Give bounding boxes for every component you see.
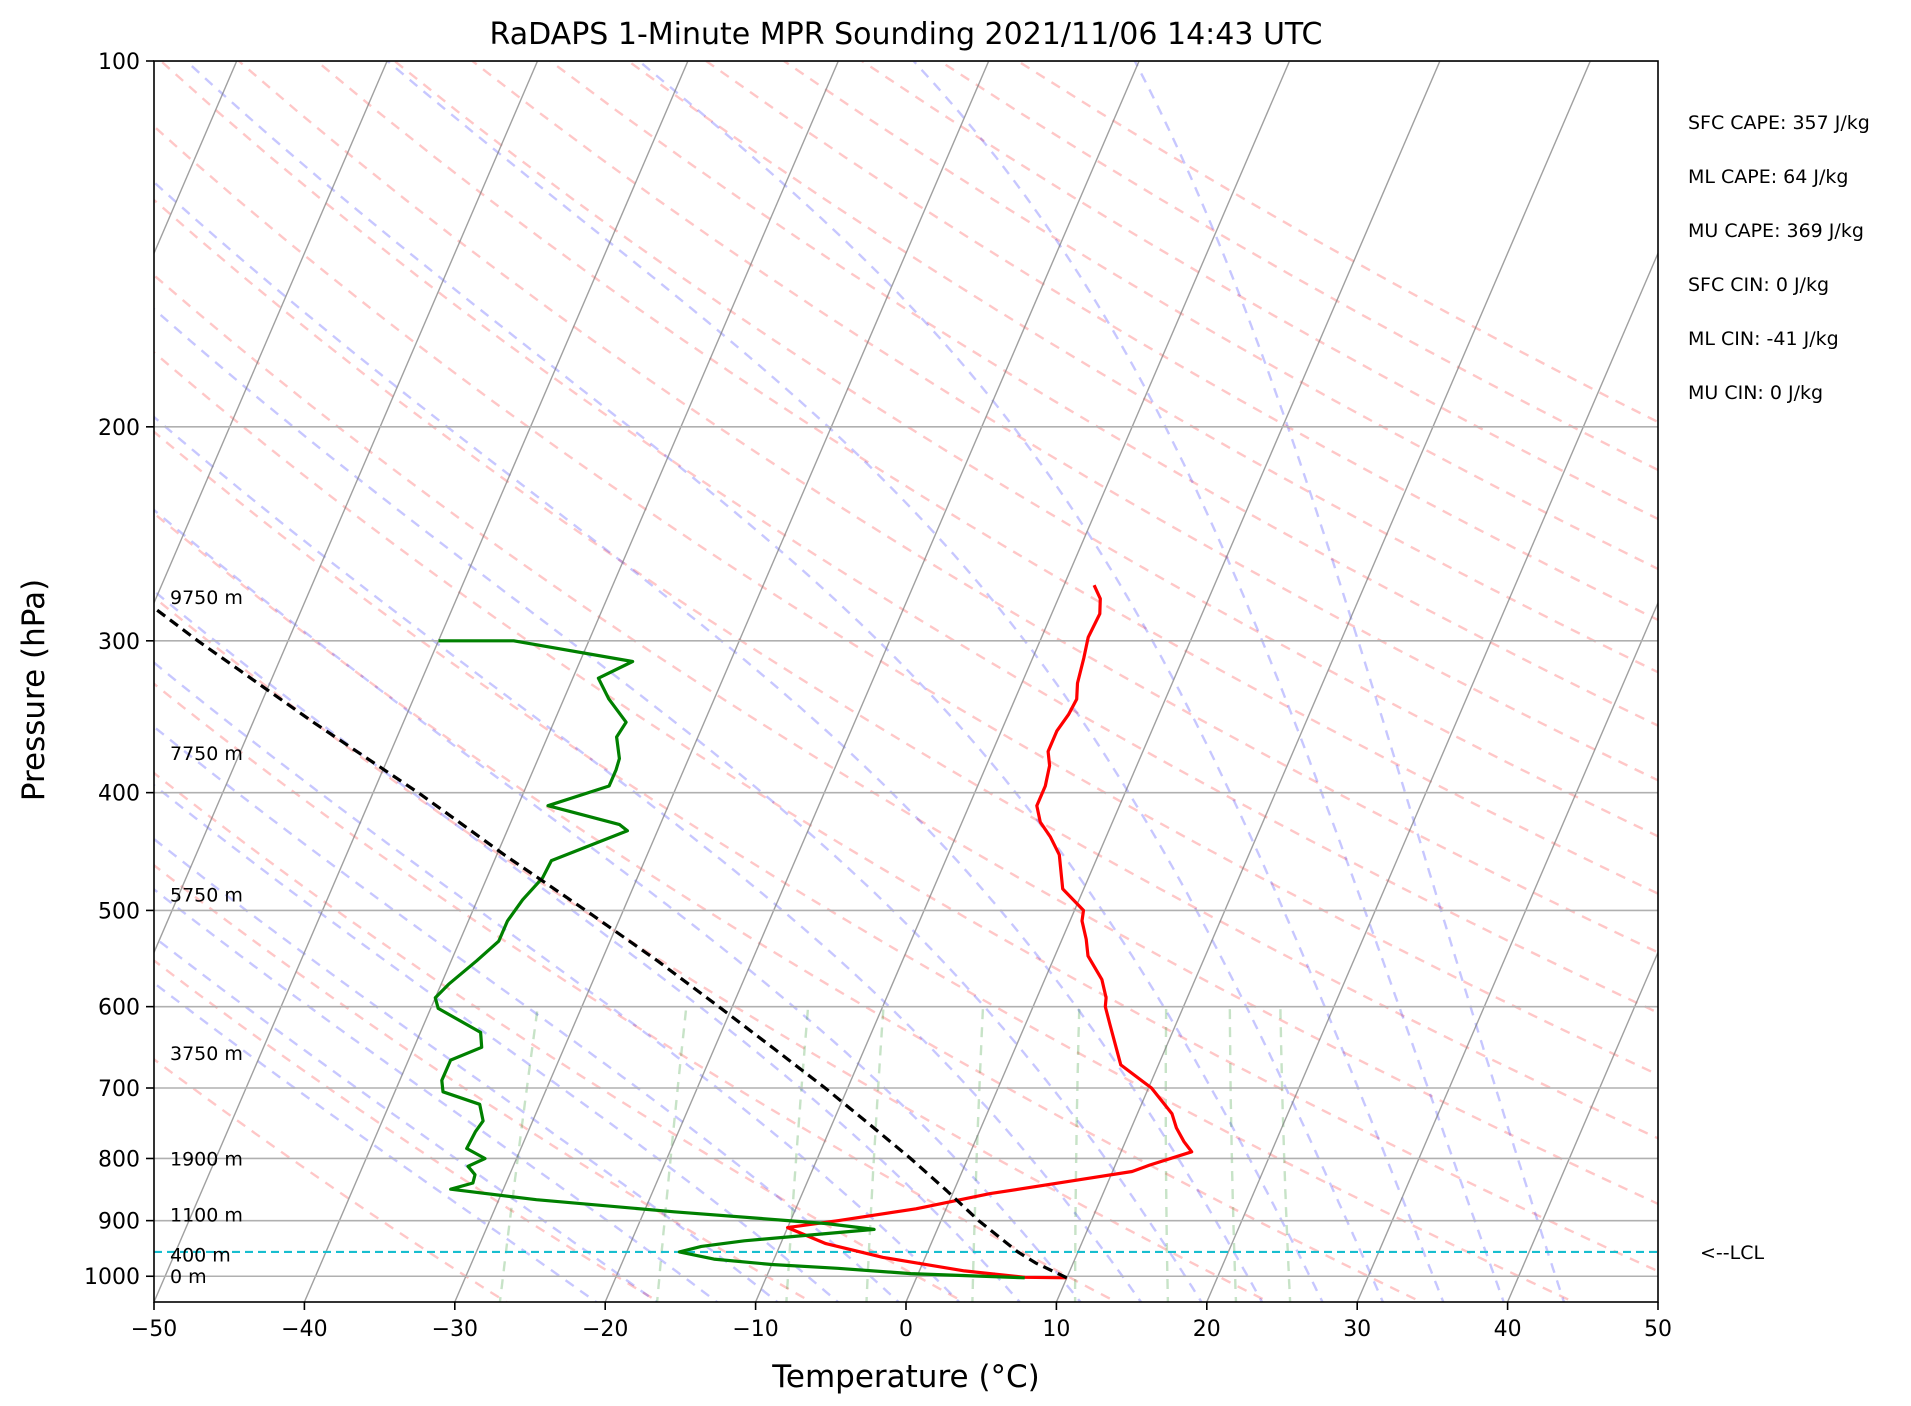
x-tick-label: 30 bbox=[1343, 1317, 1371, 1342]
moist-adiabat bbox=[154, 589, 1022, 1302]
x-tick-label: −20 bbox=[582, 1317, 628, 1342]
mixing-ratio-line bbox=[1279, 1006, 1292, 1302]
height-label: 1100 m bbox=[170, 1205, 243, 1227]
moist-adiabat bbox=[154, 661, 961, 1302]
isotherm bbox=[604, 61, 1140, 1302]
x-tick-label: 0 bbox=[899, 1317, 913, 1342]
y-tick-label: 100 bbox=[98, 50, 140, 75]
y-tick-label: 400 bbox=[98, 782, 140, 807]
isotherm bbox=[154, 61, 689, 1302]
chart-title: RaDAPS 1-Minute MPR Sounding 2021/11/06 … bbox=[490, 17, 1323, 52]
isotherm bbox=[454, 61, 990, 1302]
series-line-1 bbox=[433, 639, 1025, 1280]
isotherm bbox=[154, 61, 238, 256]
x-tick-label: −30 bbox=[432, 1317, 478, 1342]
stats-panel: SFC CAPE: 357 J/kg ML CAPE: 64 J/kg MU CAP… bbox=[1688, 112, 1870, 404]
mixing-ratio-line bbox=[498, 1006, 539, 1302]
height-label: 1900 m bbox=[170, 1148, 243, 1170]
mixing-ratio-line bbox=[865, 1006, 885, 1302]
isotherm bbox=[1055, 61, 1592, 1302]
y-tick-label: 900 bbox=[98, 1210, 140, 1235]
x-tick-label: −10 bbox=[732, 1317, 778, 1342]
y-axis-label: Pressure (hPa) bbox=[16, 579, 52, 801]
dry-adiabat bbox=[154, 198, 1658, 1140]
isotherm bbox=[1356, 601, 1658, 1302]
x-tick-label: 20 bbox=[1193, 1317, 1221, 1342]
y-tick-label: 500 bbox=[98, 899, 140, 924]
dry-adiabat bbox=[154, 273, 1658, 1206]
x-tick-label: −50 bbox=[131, 1317, 177, 1342]
mixing-ratio-line bbox=[1073, 1006, 1081, 1302]
mixing-ratio-line bbox=[1228, 1006, 1238, 1302]
x-axis: −50 −40 −30 −20 −10 0 10 20 30 40 50 bbox=[131, 1302, 1672, 1342]
stat-line: MU CIN: 0 J/kg bbox=[1688, 382, 1823, 404]
isotherm bbox=[154, 61, 388, 605]
stat-line: MU CAPE: 369 J/kg bbox=[1688, 220, 1864, 242]
height-label: 0 m bbox=[170, 1266, 207, 1288]
mixing-ratio-line bbox=[655, 1006, 688, 1302]
height-label: 3750 m bbox=[170, 1043, 243, 1065]
height-label: 5750 m bbox=[170, 884, 243, 906]
isotherm bbox=[1206, 251, 1658, 1302]
x-tick-label: 40 bbox=[1494, 1317, 1522, 1342]
dry-adiabat bbox=[471, 61, 1658, 782]
stat-line: ML CIN: -41 J/kg bbox=[1688, 328, 1839, 350]
y-tick-label: 800 bbox=[98, 1147, 140, 1172]
isotherm bbox=[905, 61, 1441, 1302]
dry-adiabat bbox=[627, 61, 1658, 674]
dry-adiabat bbox=[315, 61, 1658, 895]
stat-line: SFC CIN: 0 J/kg bbox=[1688, 274, 1829, 296]
moist-adiabat bbox=[154, 415, 1143, 1302]
y-tick-label: 200 bbox=[98, 416, 140, 441]
stat-line: ML CAPE: 64 J/kg bbox=[1688, 166, 1848, 188]
isotherm bbox=[303, 61, 840, 1302]
mixing-ratio-line bbox=[1164, 1006, 1170, 1302]
x-tick-label: 10 bbox=[1042, 1317, 1070, 1342]
profile-series bbox=[154, 584, 1194, 1280]
y-tick-label: 600 bbox=[98, 996, 140, 1021]
series-line-0 bbox=[786, 584, 1194, 1280]
moist-adiabat bbox=[154, 307, 1203, 1302]
y-axis: 100 200 300 400 500 600 700 800 900 1000 bbox=[84, 50, 154, 1290]
x-tick-label: −40 bbox=[281, 1317, 327, 1342]
x-axis-label: Temperature (°C) bbox=[771, 1359, 1040, 1395]
height-label: 400 m bbox=[170, 1245, 231, 1267]
dry-adiabat bbox=[154, 771, 967, 1302]
y-tick-label: 300 bbox=[98, 630, 140, 655]
y-tick-label: 700 bbox=[98, 1077, 140, 1102]
x-tick-label: 50 bbox=[1644, 1317, 1672, 1342]
dry-adiabat bbox=[237, 61, 1658, 954]
isotherm bbox=[154, 61, 539, 955]
lcl-label: <--LCL bbox=[1700, 1242, 1764, 1264]
mixing-ratio-line bbox=[971, 1006, 985, 1302]
dry-adiabat bbox=[154, 511, 1424, 1302]
isobar-grid bbox=[154, 61, 1658, 1278]
stat-line: SFC CAPE: 357 J/kg bbox=[1688, 112, 1870, 134]
isotherm bbox=[754, 61, 1291, 1302]
dry-adiabat bbox=[154, 124, 1658, 1077]
height-label: 7750 m bbox=[170, 743, 243, 765]
isotherm bbox=[1506, 950, 1658, 1302]
y-tick-label: 1000 bbox=[84, 1265, 140, 1290]
series-line-2 bbox=[154, 605, 1068, 1280]
height-label: 9750 m bbox=[170, 587, 243, 609]
